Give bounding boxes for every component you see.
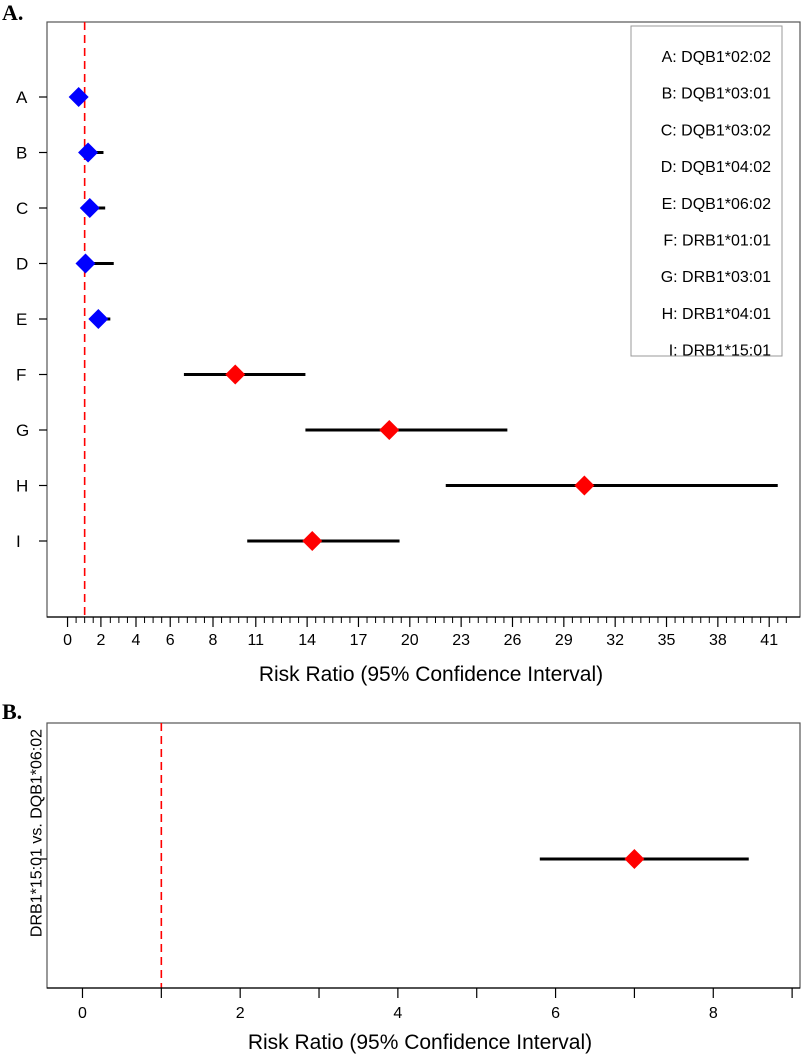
- legend-entry: H: DRB1*04:01: [662, 306, 771, 323]
- estimate-marker-i: [302, 531, 323, 551]
- panel-a-category-labels: A B C D E F G H I: [16, 88, 29, 551]
- panel-a-tick-label: 17: [350, 632, 368, 649]
- estimate-marker-c: [79, 198, 100, 218]
- category-label-g: G: [16, 421, 29, 440]
- panel-a-tick-label: 23: [452, 632, 470, 649]
- panel-a-tick-label: 20: [401, 632, 419, 649]
- panel-a-tick-label: 0: [63, 632, 72, 649]
- estimate-marker-h: [574, 475, 595, 496]
- estimate-marker-a: [68, 87, 89, 107]
- estimate-marker-g: [379, 420, 400, 440]
- category-label-f: F: [16, 366, 26, 385]
- panel-a-tick-label: 6: [166, 632, 175, 649]
- panel-a-tick-label: 2: [96, 632, 105, 649]
- panel-b-x-tick-labels: 0 2 4 6 8: [78, 1005, 718, 1022]
- estimate-marker-d: [75, 253, 96, 274]
- panel-a-tick-label: 11: [247, 632, 264, 649]
- panel-a-x-axis-title: Risk Ratio (95% Confidence Interval): [259, 663, 603, 686]
- panel-a-tick-label: 4: [132, 632, 141, 649]
- panel-a-tick-label: 14: [298, 632, 316, 649]
- panel-a-tick-label: 32: [606, 632, 624, 649]
- estimate-marker-f: [225, 364, 246, 385]
- panel-a-tick-label: 35: [658, 632, 676, 649]
- panel-a-tick-label: 8: [209, 632, 218, 649]
- panel-b-tick-label: 6: [551, 1005, 560, 1022]
- panel-b-label: B.: [2, 699, 22, 724]
- panel-b-tick-label: 4: [393, 1005, 402, 1022]
- estimate-marker-e: [88, 309, 109, 329]
- panel-b-x-axis-title: Risk Ratio (95% Confidence Interval): [248, 1031, 592, 1054]
- panel-a-tick-label: 26: [504, 632, 522, 649]
- legend-entry: D: DQB1*04:02: [661, 159, 771, 176]
- panel-a-x-tick-labels: 0 2 4 6 8 11 14 17 20 23 26 29 32 35 38 41: [63, 632, 778, 649]
- category-label-a: A: [16, 88, 28, 107]
- category-label-i: I: [16, 532, 21, 551]
- panel-a-tick-label: 29: [555, 632, 573, 649]
- legend-entry: A: DQB1*02:02: [662, 49, 772, 66]
- panel-a-tick-label: 38: [709, 632, 727, 649]
- panel-a-label: A.: [2, 0, 23, 25]
- category-label-c: C: [16, 199, 28, 218]
- category-label-b: B: [16, 144, 27, 163]
- estimate-marker-b: [78, 142, 99, 163]
- legend-entry: G: DRB1*03:01: [661, 269, 771, 286]
- panel-b-tick-label: 8: [709, 1005, 718, 1022]
- legend-entry: B: DQB1*03:01: [662, 86, 772, 103]
- panel-b-estimates: [624, 849, 645, 869]
- panel-a-x-ticks: [66, 617, 787, 627]
- panel-b-tick-label: 0: [78, 1005, 87, 1022]
- legend: A: DQB1*02:02 B: DQB1*03:01 C: DQB1*03:02 D…: [661, 49, 771, 360]
- panel-b-estimate-marker: [624, 849, 645, 869]
- legend-entry: E: DQB1*06:02: [662, 196, 772, 213]
- legend-entry: C: DQB1*03:02: [661, 122, 771, 139]
- panel-a-estimates: [68, 87, 595, 551]
- category-label-e: E: [16, 310, 27, 329]
- panel-b-y-axis-label: DRB1*15:01 vs. DQB1*06:02: [29, 729, 46, 937]
- legend-entry: F: DRB1*01:01: [663, 233, 771, 250]
- panel-b-tick-label: 2: [236, 1005, 245, 1022]
- panel-b-x-ticks: [81, 988, 793, 998]
- panel-b-plot-frame: [46, 722, 801, 989]
- category-label-d: D: [16, 255, 28, 274]
- panel-a-y-ticks: [39, 96, 47, 542]
- legend-box: [630, 25, 783, 357]
- legend-entry: I: DRB1*15:01: [669, 343, 771, 360]
- category-label-h: H: [16, 477, 28, 496]
- panel-a-tick-label: 41: [760, 632, 778, 649]
